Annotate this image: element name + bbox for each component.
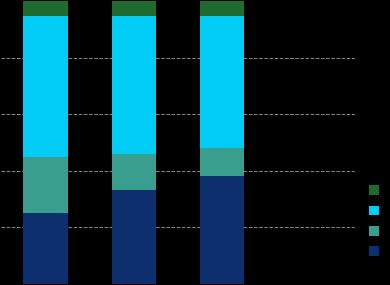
Bar bbox=[23, 15, 67, 157]
Bar bbox=[200, 15, 245, 148]
Bar bbox=[23, 213, 67, 284]
Bar bbox=[112, 154, 156, 190]
Bar bbox=[200, 148, 245, 176]
Bar bbox=[23, 1, 67, 15]
Legend: , , , : , , , bbox=[369, 184, 390, 259]
Bar bbox=[112, 15, 156, 154]
Bar bbox=[200, 176, 245, 284]
Bar bbox=[200, 1, 245, 15]
Bar bbox=[112, 190, 156, 284]
Bar bbox=[23, 157, 67, 213]
Bar bbox=[112, 1, 156, 15]
